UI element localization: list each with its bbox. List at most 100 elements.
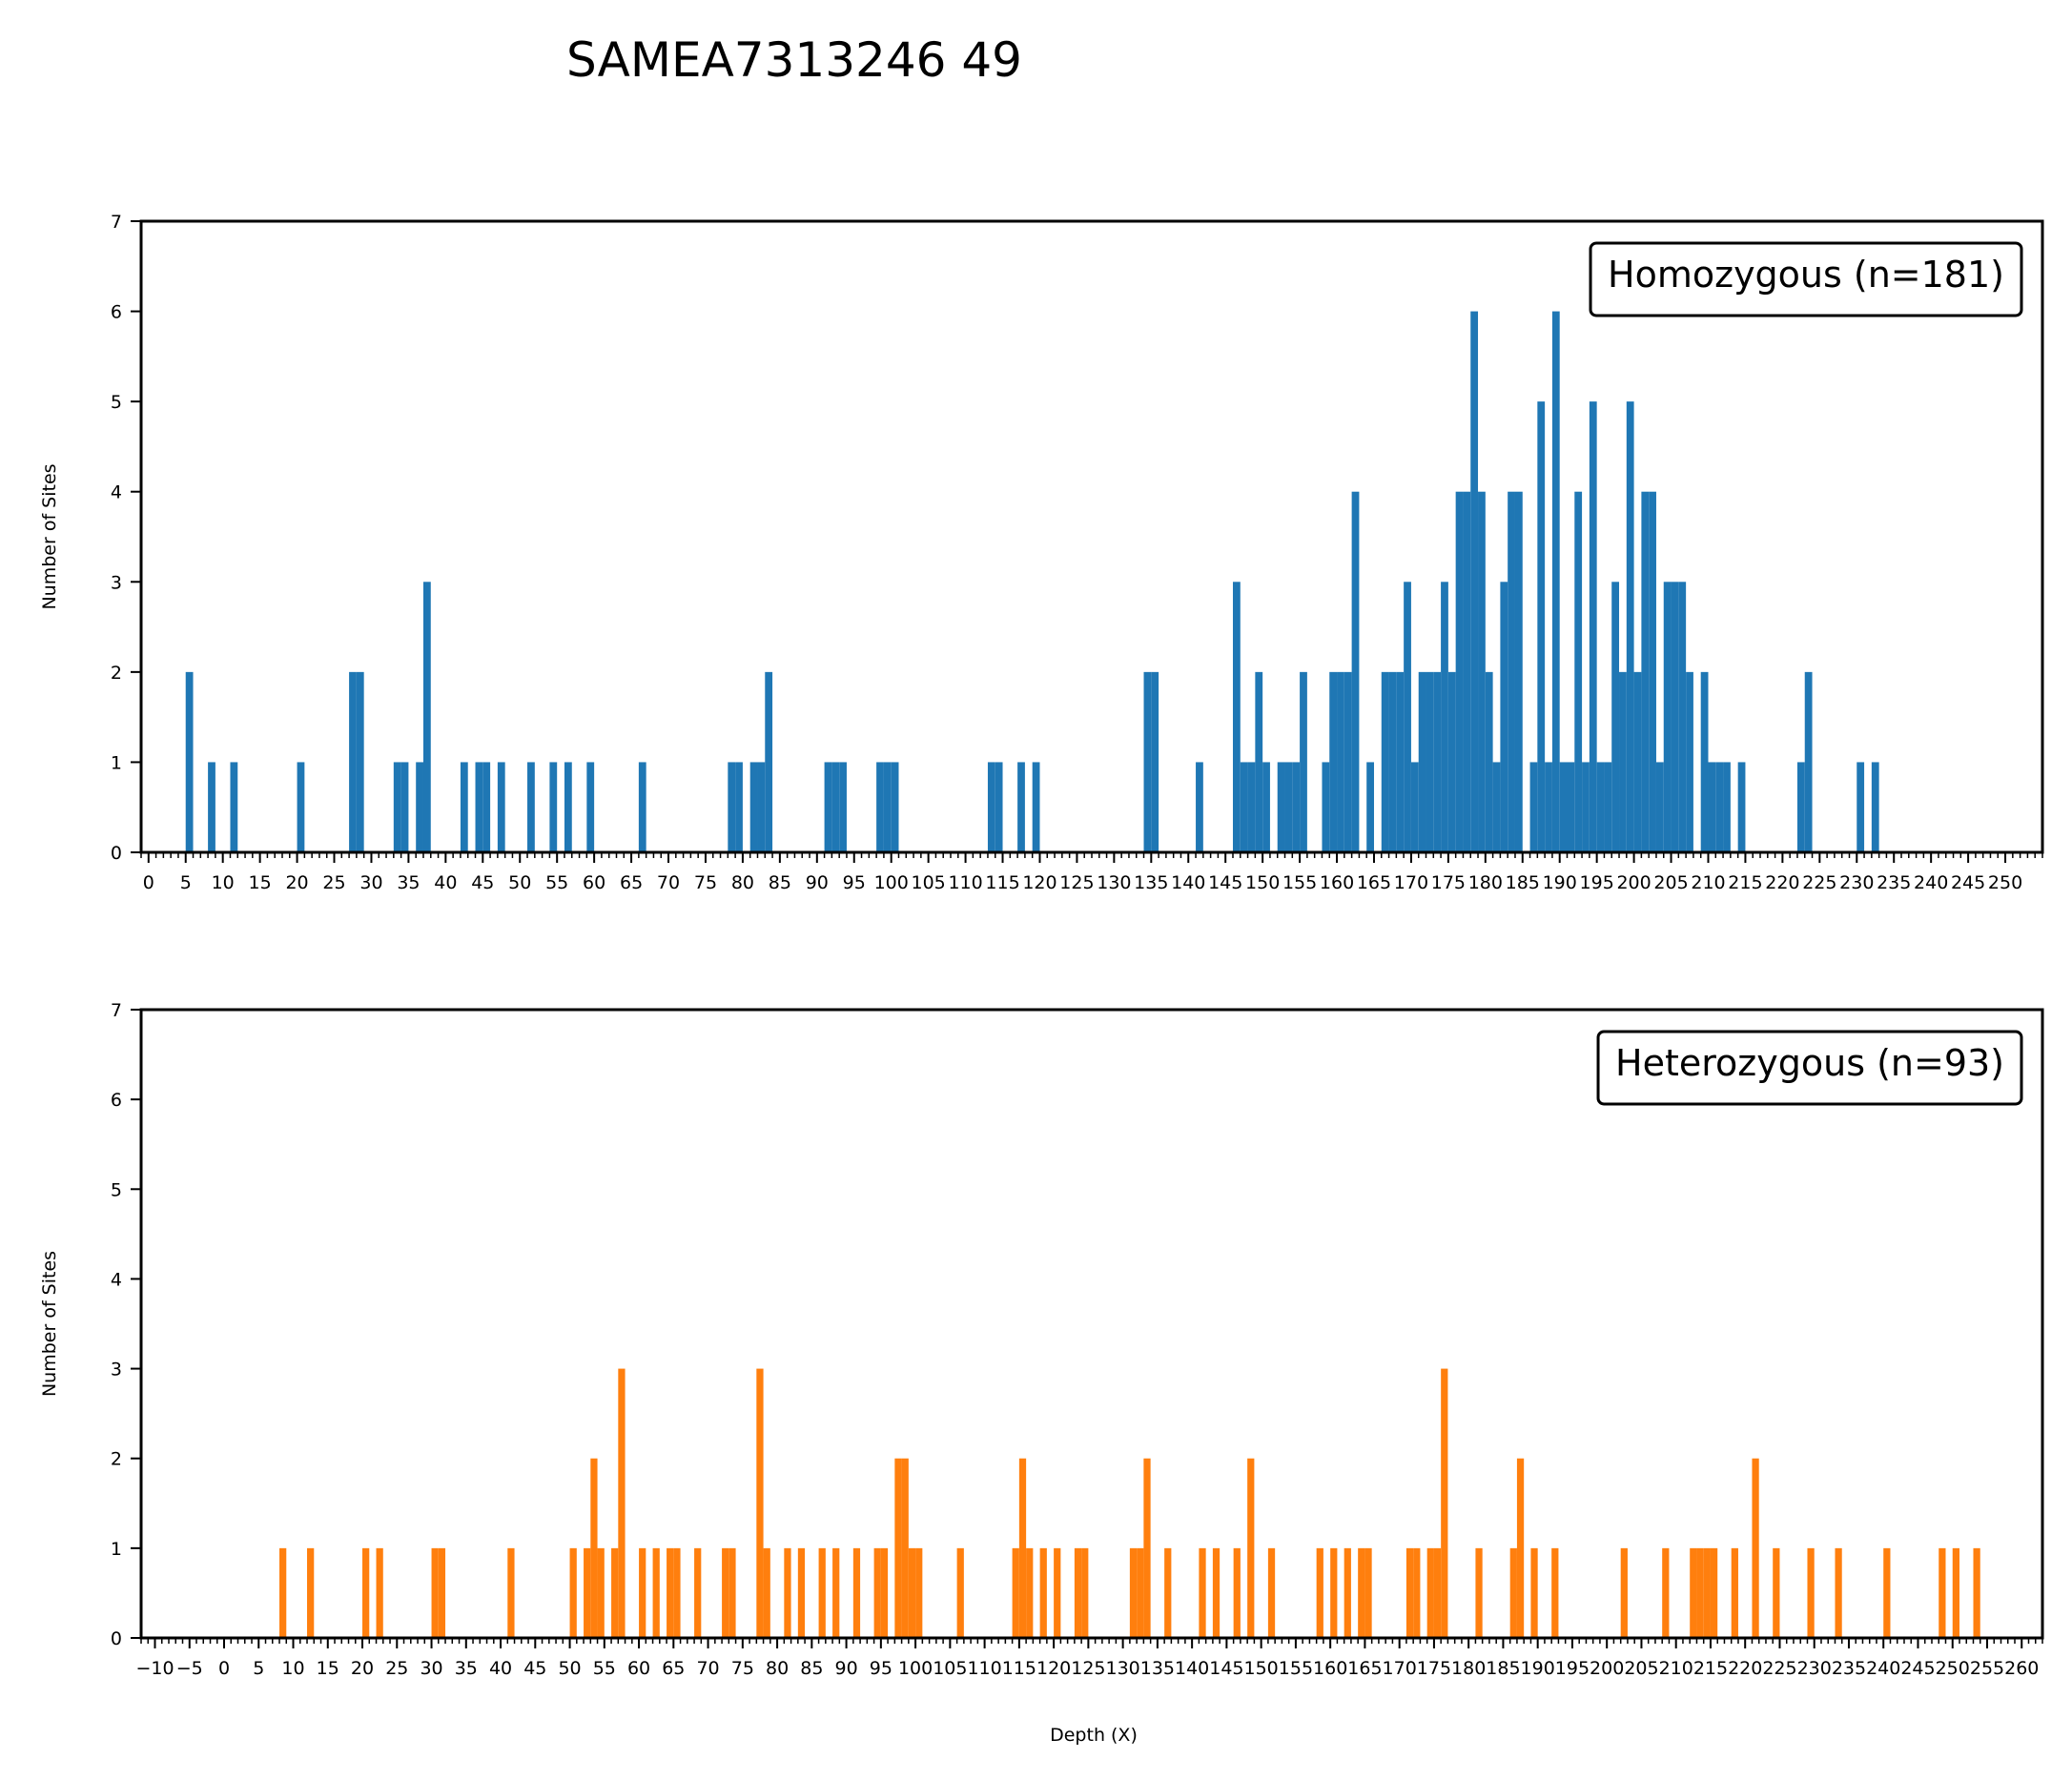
bar [1433, 671, 1442, 852]
x-tick-label: 150 [1245, 872, 1280, 893]
bar [1164, 1547, 1172, 1638]
bar [1619, 671, 1627, 852]
x-tick-label: 40 [489, 1658, 512, 1679]
bar [1012, 1547, 1019, 1638]
bar [1737, 762, 1746, 852]
x-tick-label: 5 [253, 1658, 264, 1679]
x-tick-label: 230 [1839, 872, 1874, 893]
bar [1492, 762, 1501, 852]
bar [584, 1547, 591, 1638]
bar [1857, 762, 1865, 852]
bar [1582, 762, 1590, 852]
x-tick-label: 105 [912, 872, 946, 893]
x-tick-label: 60 [627, 1658, 650, 1679]
x-tick-label: 45 [471, 872, 494, 893]
bar [1455, 491, 1464, 852]
y-tick-label: 3 [111, 572, 122, 593]
x-tick-label: 245 [1900, 1658, 1935, 1679]
bar [1514, 491, 1523, 852]
bar [1255, 671, 1263, 852]
bar [1835, 1547, 1842, 1638]
bar [757, 762, 766, 852]
bar [1655, 762, 1664, 852]
x-tick-label: 140 [1175, 1658, 1209, 1679]
x-tick-label: 30 [420, 1658, 442, 1679]
x-tick-label: 250 [1988, 872, 2022, 893]
bar [507, 1547, 515, 1638]
bar [1364, 1547, 1372, 1638]
bar [1537, 401, 1546, 852]
bar [1475, 1547, 1483, 1638]
bar [1247, 762, 1256, 852]
bar [1641, 491, 1650, 852]
bar [1284, 762, 1293, 852]
x-tick-label: 5 [180, 872, 192, 893]
bar [400, 762, 409, 852]
x-tick-label: 170 [1394, 872, 1428, 893]
bar [1300, 671, 1307, 852]
x-tick-label: 90 [834, 1658, 857, 1679]
x-tick-label: 50 [508, 872, 531, 893]
bar [1723, 762, 1731, 852]
bar [1567, 762, 1575, 852]
bar [1316, 1547, 1323, 1638]
bar [1671, 582, 1679, 852]
x-tick-label: 80 [731, 872, 754, 893]
bar [1233, 1547, 1241, 1638]
x-tick-label: 235 [1877, 872, 1911, 893]
x-tick-label: 100 [874, 872, 909, 893]
bar [749, 762, 758, 852]
bar [1663, 582, 1672, 852]
bar [1151, 671, 1159, 852]
x-tick-label: 70 [696, 1658, 719, 1679]
bar [1441, 1368, 1448, 1638]
bar [393, 762, 401, 852]
bar [956, 1547, 964, 1638]
bar [1545, 762, 1552, 852]
bar [735, 762, 743, 852]
x-tick-label: 0 [218, 1658, 230, 1679]
bar [673, 1547, 681, 1638]
bar [1143, 671, 1152, 852]
bar [1322, 762, 1330, 852]
bar [1470, 311, 1479, 852]
bar [1404, 582, 1411, 852]
bar [1267, 1547, 1276, 1638]
x-tick-label: 90 [806, 872, 829, 893]
bar [1551, 311, 1560, 852]
heterozygous-y-axis-label: Number of Sites [39, 1251, 60, 1397]
y-tick-label: 5 [111, 1179, 122, 1200]
bar [549, 762, 558, 852]
bar [1196, 762, 1203, 852]
bar [1143, 1458, 1151, 1638]
bar [1529, 762, 1538, 852]
bar [438, 1547, 446, 1638]
homozygous-bars [185, 311, 1879, 852]
bar [1381, 671, 1389, 852]
x-tick-label: 255 [1970, 1658, 2004, 1679]
bar [1247, 1458, 1255, 1638]
bar [586, 762, 595, 852]
bar [1199, 1547, 1206, 1638]
bar [1413, 1547, 1421, 1638]
heterozygous-legend-box [1596, 1030, 2023, 1106]
x-tick-label: 115 [985, 872, 1019, 893]
bar [1633, 671, 1642, 852]
bar [1433, 1547, 1442, 1638]
bar [1773, 1547, 1780, 1638]
bar [1410, 762, 1419, 852]
x-tick-label: 260 [2004, 1658, 2039, 1679]
bar [639, 1547, 646, 1638]
bar [416, 762, 423, 852]
bar [1485, 671, 1493, 852]
bar [1690, 1547, 1697, 1638]
bar [1649, 491, 1656, 852]
bar [376, 1547, 383, 1638]
bar [1604, 762, 1612, 852]
x-tick-label: 60 [583, 872, 605, 893]
x-tick-label: 110 [948, 872, 982, 893]
x-tick-label: 145 [1208, 872, 1242, 893]
bar [1418, 671, 1426, 852]
heterozygous-bars [279, 1368, 1980, 1638]
x-tick-label: 210 [1691, 872, 1725, 893]
